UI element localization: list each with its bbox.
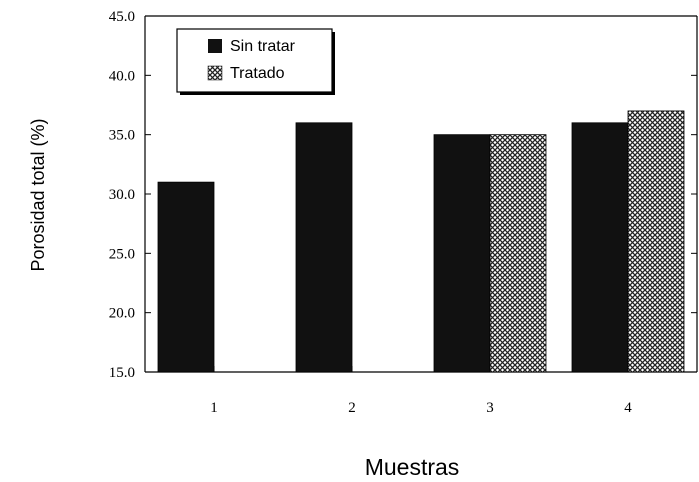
bars <box>157 110 685 373</box>
legend-swatch-tratado <box>207 65 223 81</box>
x-axis: 1 2 3 4 <box>145 366 697 416</box>
y-tick-label: 25.0 <box>109 246 135 262</box>
y-tick-label: 45.0 <box>109 9 135 25</box>
x-tick-label: 1 <box>210 400 218 416</box>
y-tick-label: 15.0 <box>109 365 135 381</box>
y-axis: 15.0 20.0 25.0 30.0 35.0 40.0 45.0 <box>109 9 697 381</box>
legend-label-sin-tratar: Sin tratar <box>230 38 296 55</box>
y-axis-title: Porosidad total (%) <box>28 118 48 271</box>
x-tick-label: 2 <box>348 400 356 416</box>
bar-sin-tratar-1 <box>157 181 215 373</box>
bar-sin-tratar-2 <box>295 122 353 373</box>
bar-sin-tratar-4 <box>571 122 629 373</box>
y-tick-label: 40.0 <box>109 68 135 84</box>
y-tick-label: 20.0 <box>109 306 135 322</box>
x-axis-title: Muestras <box>365 454 460 480</box>
x-tick-label: 4 <box>624 400 632 416</box>
y-tick-label: 30.0 <box>109 187 135 203</box>
y-tick-label: 35.0 <box>109 128 135 144</box>
legend-swatch-sin-tratar <box>208 39 222 53</box>
legend: Sin tratar Tratado <box>176 28 335 95</box>
x-tick-label: 3 <box>486 400 494 416</box>
bar-tratado-3 <box>489 134 547 373</box>
bar-sin-tratar-3 <box>433 134 491 373</box>
legend-box <box>176 28 333 93</box>
bar-tratado-4 <box>627 110 685 373</box>
legend-label-tratado: Tratado <box>230 65 285 82</box>
